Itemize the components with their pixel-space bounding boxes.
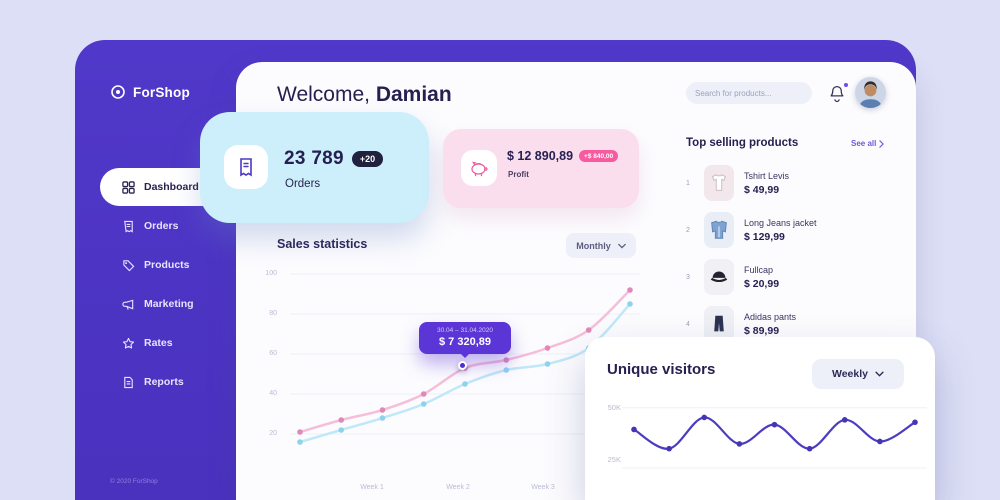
product-name: Adidas pants (744, 311, 797, 322)
profit-delta-badge: +$ 840,00 (579, 150, 619, 162)
sidebar-item-label: Rates (144, 337, 173, 349)
sales-x-tick: Week 1 (360, 484, 384, 491)
forshop-logo-icon (111, 85, 125, 99)
piggy-bank-icon (471, 161, 488, 177)
user-avatar[interactable] (855, 77, 886, 108)
product-row[interactable]: 4 Adidas pants $ 89,99 (686, 304, 891, 344)
product-thumbnail (704, 165, 734, 201)
chart-highlight-dot (458, 361, 467, 370)
sidebar-item-marketing[interactable]: Marketing (100, 285, 236, 323)
visitors-y-tick: 50K (607, 403, 621, 412)
product-rank: 1 (686, 179, 690, 187)
top-products-title: Top selling products (686, 137, 799, 149)
orders-delta-badge: +20 (351, 151, 384, 167)
sidebar-item-products[interactable]: Products (100, 246, 236, 284)
brand-name: ForShop (133, 84, 190, 100)
copyright: © 2020 ForShop (110, 478, 158, 485)
marketing-icon (122, 299, 134, 310)
visitors-period-value: Weekly (832, 368, 868, 380)
product-thumbnail (704, 259, 734, 295)
chevron-down-icon (875, 371, 884, 377)
notifications-button[interactable] (829, 82, 849, 103)
see-all-link[interactable]: See all (851, 139, 885, 148)
visitors-period-dropdown[interactable]: Weekly (812, 359, 904, 389)
visitors-y-tick: 25K (607, 455, 621, 464)
sidebar-item-label: Reports (144, 376, 184, 388)
chart-tooltip: 30.04 – 31.04.2020 $ 7 320,89 (419, 322, 511, 358)
sidebar-item-label: Orders (144, 220, 179, 232)
welcome-prefix: Welcome, (277, 83, 370, 106)
products-icon (123, 259, 135, 271)
sales-x-tick: Week 3 (531, 484, 555, 491)
profit-value: $ 12 890,89 (507, 149, 574, 163)
avatar-image (855, 77, 886, 108)
sales-y-tick: 100 (265, 270, 277, 277)
page-title: Welcome, Damian (277, 83, 452, 107)
tooltip-value: $ 7 320,89 (439, 336, 491, 348)
sidebar-item-label: Products (144, 259, 190, 271)
sidebar-item-label: Dashboard (144, 181, 199, 193)
orders-icon (124, 220, 133, 233)
chevron-down-icon (617, 243, 626, 249)
tooltip-date-range: 30.04 – 31.04.2020 (436, 327, 494, 334)
sidebar-item-orders[interactable]: Orders (100, 207, 236, 245)
search-input[interactable] (695, 88, 805, 98)
sales-period-dropdown[interactable]: Monthly (566, 233, 636, 258)
sales-y-tick: 20 (269, 430, 277, 437)
see-all-label: See all (851, 139, 877, 148)
product-rank: 3 (686, 273, 690, 281)
notification-dot (843, 82, 849, 88)
orders-stat-icon-box (224, 145, 268, 189)
profit-stat-icon-box (461, 150, 497, 186)
sales-y-tick: 60 (269, 350, 277, 357)
visitors-line-chart (622, 407, 927, 469)
chevron-right-icon (879, 139, 885, 148)
orders-label: Orders (285, 178, 321, 190)
product-rank: 2 (686, 226, 690, 234)
sales-y-tick: 40 (269, 390, 277, 397)
product-rank: 4 (686, 320, 690, 328)
pants-icon (714, 315, 724, 332)
product-row[interactable]: 1 Tshirt Levis $ 49,99 (686, 163, 891, 203)
profit-stat-card: $ 12 890,89 +$ 840,00 Profit (443, 129, 639, 208)
product-price: $ 20,99 (744, 277, 780, 290)
product-thumbnail (704, 306, 734, 342)
sidebar-item-reports[interactable]: Reports (100, 363, 236, 401)
sales-section-title: Sales statistics (277, 237, 368, 251)
receipt-icon (240, 158, 252, 177)
brand-logo[interactable]: ForShop (110, 84, 190, 100)
product-thumbnail (704, 212, 734, 248)
product-name: Tshirt Levis (744, 170, 790, 181)
sales-x-tick: Week 2 (446, 484, 470, 491)
user-name: Damian (375, 83, 452, 106)
search-box[interactable] (686, 82, 812, 104)
product-price: $ 49,99 (744, 183, 780, 196)
product-row[interactable]: 3 Fullcap $ 20,99 (686, 257, 891, 297)
unique-visitors-title: Unique visitors (607, 361, 716, 378)
unique-visitors-card: Unique visitors Weekly 50K 25K (585, 337, 935, 500)
sales-y-tick: 80 (269, 310, 277, 317)
product-row[interactable]: 2 Long Jeans jacket $ 129,99 (686, 210, 891, 250)
tshirt-icon (712, 174, 726, 191)
sales-period-value: Monthly (576, 240, 611, 251)
orders-stat-card: 23 789 +20 Orders (200, 112, 429, 223)
bell-icon (830, 85, 844, 103)
sidebar-item-rates[interactable]: Rates (100, 324, 236, 362)
cap-icon (710, 271, 728, 283)
dashboard-icon (122, 180, 135, 194)
reports-icon (124, 376, 133, 388)
jacket-icon (711, 220, 727, 239)
sidebar-item-label: Marketing (144, 298, 194, 310)
product-price: $ 89,99 (744, 324, 780, 337)
product-price: $ 129,99 (744, 230, 785, 243)
rates-icon (122, 337, 135, 349)
product-name: Long Jeans jacket (744, 217, 817, 228)
product-name: Fullcap (744, 264, 774, 275)
profit-label: Profit (508, 170, 529, 179)
orders-value: 23 789 (284, 148, 344, 169)
